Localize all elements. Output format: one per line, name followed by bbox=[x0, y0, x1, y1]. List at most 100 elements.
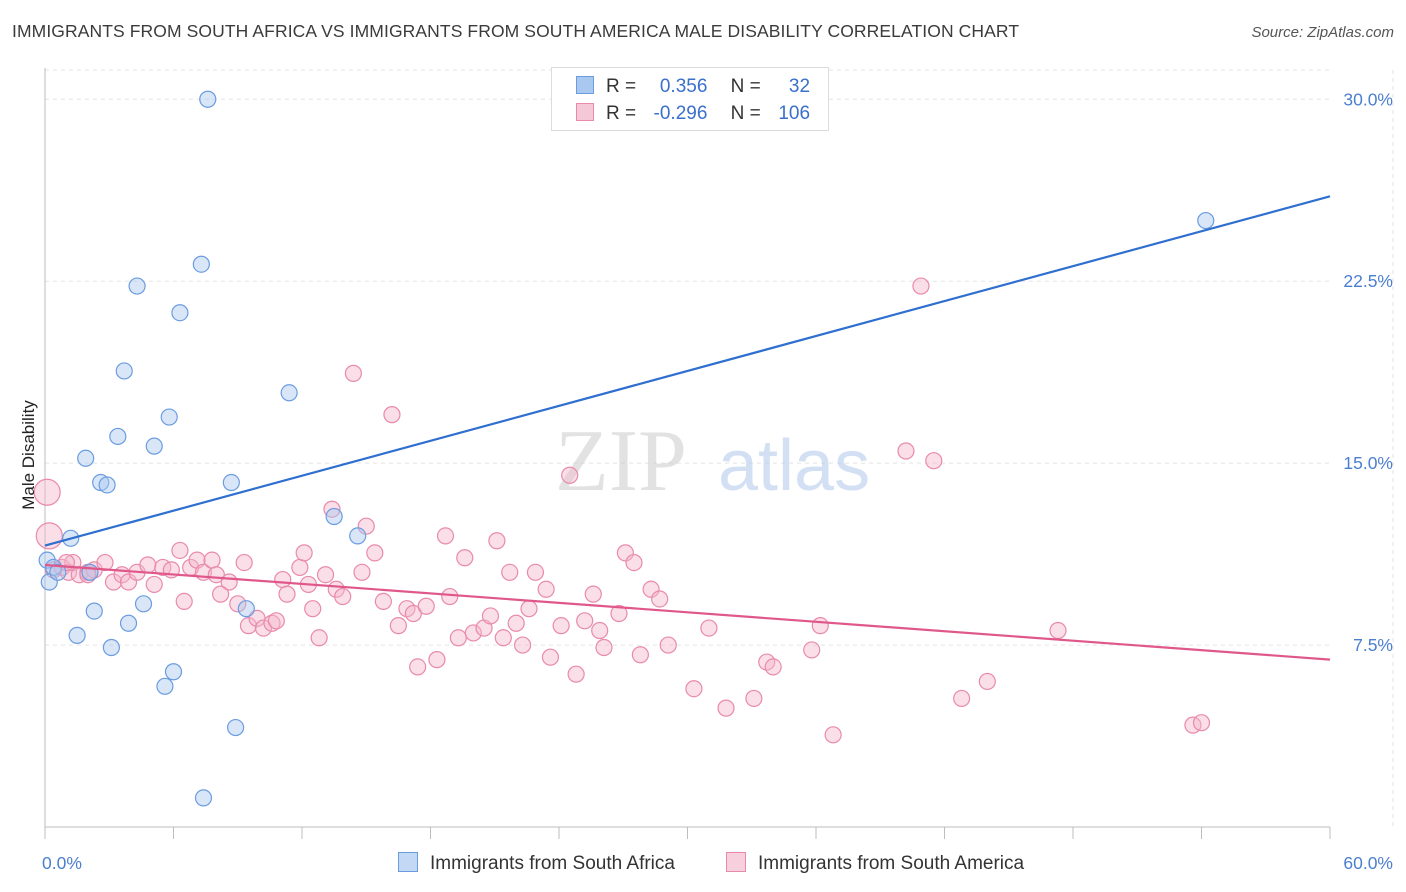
bottom-legend-label: Immigrants from South America bbox=[758, 853, 1025, 874]
data-point bbox=[494, 629, 512, 647]
data-point bbox=[978, 672, 996, 691]
data-point bbox=[164, 663, 183, 681]
data-point bbox=[349, 527, 367, 545]
data-point bbox=[96, 553, 114, 572]
data-point bbox=[109, 427, 127, 446]
data-point bbox=[119, 614, 138, 632]
data-point bbox=[537, 580, 555, 598]
data-point bbox=[409, 658, 427, 676]
data-point bbox=[717, 699, 735, 717]
data-point bbox=[1197, 211, 1215, 230]
data-point bbox=[925, 452, 943, 470]
data-point bbox=[610, 604, 628, 623]
data-point bbox=[366, 544, 384, 562]
watermark-zip: ZIP bbox=[555, 413, 687, 510]
chart-source: Source: ZipAtlas.com bbox=[1251, 24, 1394, 41]
legend-r-value: -0.296 bbox=[653, 103, 708, 124]
legend-swatch-blue bbox=[576, 76, 594, 94]
data-point bbox=[212, 585, 230, 603]
data-point bbox=[374, 592, 392, 611]
data-point bbox=[824, 726, 842, 744]
data-point bbox=[404, 604, 422, 623]
trend-line-south-africa bbox=[44, 195, 1331, 547]
legend-row-south-africa: R = 0.356 N = 32 bbox=[576, 76, 810, 98]
data-point bbox=[953, 689, 971, 708]
data-point bbox=[134, 595, 153, 613]
legend-n-value: 106 bbox=[778, 103, 811, 124]
data-point bbox=[222, 473, 240, 492]
legend: R = 0.356 N = 32 R = -0.296 N = 106 bbox=[551, 67, 829, 131]
legend-n-label: N = bbox=[730, 103, 761, 124]
data-point bbox=[567, 665, 585, 683]
data-point bbox=[119, 573, 138, 591]
legend-n-label: N = bbox=[730, 76, 761, 97]
data-point bbox=[441, 587, 459, 606]
legend-n-value: 32 bbox=[788, 76, 811, 97]
data-point bbox=[145, 437, 163, 455]
data-point bbox=[625, 553, 643, 572]
data-point bbox=[520, 600, 538, 618]
data-point bbox=[659, 636, 677, 654]
data-point bbox=[280, 384, 298, 402]
y-tick-label: 7.5% bbox=[1353, 635, 1393, 655]
data-point bbox=[591, 621, 609, 640]
data-point bbox=[295, 544, 313, 562]
series-south-america bbox=[33, 277, 1211, 744]
legend-row-south-america: R = -0.296 N = 106 bbox=[576, 103, 810, 125]
data-point bbox=[274, 570, 292, 589]
data-point bbox=[237, 600, 255, 618]
data-point bbox=[651, 590, 669, 608]
data-point bbox=[428, 651, 446, 669]
bottom-legend-south-africa: Immigrants from South Africa bbox=[398, 852, 675, 875]
data-point bbox=[357, 517, 375, 535]
trend-lines bbox=[44, 195, 1331, 661]
data-point bbox=[33, 478, 61, 506]
data-point bbox=[481, 607, 500, 625]
data-point bbox=[79, 566, 97, 584]
data-point bbox=[304, 600, 322, 618]
data-point bbox=[171, 304, 189, 322]
data-point bbox=[436, 527, 455, 545]
data-point bbox=[171, 541, 189, 560]
data-point bbox=[541, 648, 560, 666]
y-tick-label: 22.5% bbox=[1343, 271, 1393, 291]
data-point bbox=[449, 629, 467, 647]
data-point bbox=[254, 619, 273, 637]
data-point bbox=[513, 636, 532, 654]
data-point bbox=[145, 575, 163, 594]
data-point bbox=[897, 442, 915, 460]
data-point bbox=[764, 658, 782, 676]
data-point bbox=[803, 641, 821, 659]
data-point bbox=[584, 585, 602, 603]
x-tick-label: 0.0% bbox=[42, 853, 82, 873]
y-tick-label: 15.0% bbox=[1343, 453, 1393, 473]
data-point bbox=[267, 612, 285, 630]
y-tick-label: 30.0% bbox=[1343, 89, 1393, 109]
data-point bbox=[334, 587, 352, 606]
data-point bbox=[912, 277, 930, 295]
data-point bbox=[417, 597, 435, 615]
data-point bbox=[98, 476, 116, 494]
legend-r-value: 0.356 bbox=[659, 76, 708, 97]
data-point bbox=[685, 680, 703, 698]
data-point bbox=[85, 602, 103, 620]
data-point bbox=[325, 507, 343, 526]
data-point bbox=[139, 556, 157, 574]
watermark: ZIP atlas bbox=[555, 413, 870, 510]
legend-r-label: R = bbox=[606, 76, 637, 97]
data-point bbox=[278, 585, 296, 603]
data-point bbox=[115, 362, 133, 380]
data-point bbox=[552, 617, 570, 635]
data-point bbox=[507, 614, 525, 632]
data-point bbox=[310, 629, 328, 647]
data-point bbox=[194, 789, 213, 807]
data-point bbox=[235, 553, 253, 572]
data-point bbox=[229, 595, 247, 613]
bottom-legend-south-america: Immigrants from South America bbox=[726, 852, 1024, 875]
watermark-atlas: atlas bbox=[718, 426, 870, 506]
data-point bbox=[1192, 714, 1211, 732]
data-point bbox=[220, 573, 238, 591]
data-point bbox=[576, 612, 594, 630]
data-point bbox=[488, 532, 506, 550]
legend-r-label: R = bbox=[606, 103, 637, 124]
